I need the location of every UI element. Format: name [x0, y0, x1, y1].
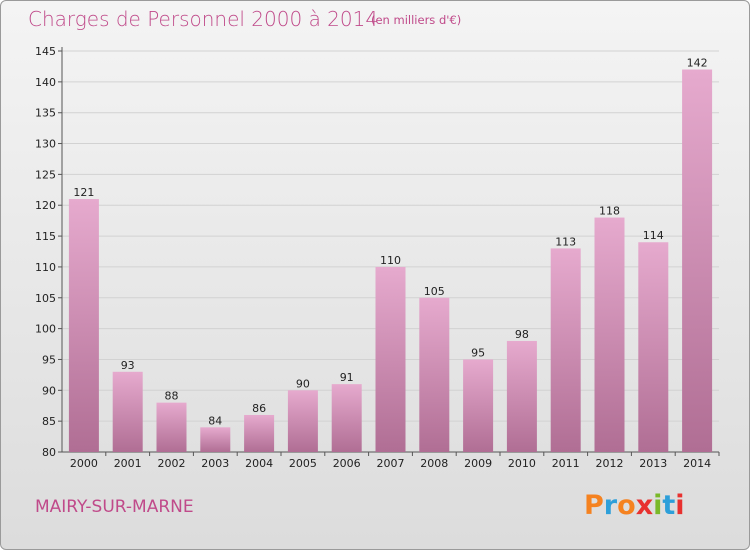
y-tick-label: 80: [42, 446, 56, 459]
y-tick-label: 120: [35, 199, 56, 212]
x-tick-label: 2014: [683, 457, 711, 470]
bar: [638, 242, 669, 452]
bar-value-label: 91: [340, 371, 354, 384]
y-tick-label: 100: [35, 323, 56, 336]
bar-value-label: 90: [296, 377, 310, 390]
bar-value-label: 86: [252, 402, 266, 415]
x-tick-label: 2012: [596, 457, 624, 470]
x-tick-label: 2008: [420, 457, 448, 470]
y-tick-label: 105: [35, 292, 56, 305]
x-tick-label: 2011: [552, 457, 580, 470]
x-tick-label: 2002: [158, 457, 186, 470]
y-tick-label: 140: [35, 76, 56, 89]
bar: [463, 359, 494, 452]
logo-letter: r: [603, 490, 618, 521]
bar-value-label: 98: [515, 328, 529, 341]
bar: [287, 390, 318, 452]
x-tick-label: 2005: [289, 457, 317, 470]
y-tick-label: 135: [35, 107, 56, 120]
bar-value-label: 95: [471, 346, 485, 359]
x-tick-label: 2000: [70, 457, 98, 470]
x-tick-label: 2003: [201, 457, 229, 470]
bar: [244, 414, 275, 452]
bar-value-label: 110: [380, 254, 401, 267]
bar: [156, 402, 187, 452]
x-tick-label: 2001: [114, 457, 142, 470]
logo-letter: i: [675, 490, 685, 521]
bar-value-label: 114: [643, 229, 664, 242]
bar: [506, 340, 537, 452]
bar: [68, 199, 99, 452]
y-tick-label: 85: [42, 415, 56, 428]
bar: [419, 297, 450, 452]
x-tick-label: 2007: [377, 457, 405, 470]
bar: [200, 427, 231, 452]
y-tick-label: 125: [35, 168, 56, 181]
bar-value-label: 105: [424, 285, 445, 298]
y-tick-label: 145: [35, 45, 56, 58]
bar: [550, 248, 581, 452]
logo-letter: o: [617, 490, 636, 521]
logo-letter: t: [662, 490, 676, 521]
y-tick-label: 90: [42, 384, 56, 397]
bar: [375, 266, 406, 452]
data-labels: 121 93 88 84 86 90 91 110 105 95 98 113 118 114 142: [73, 57, 707, 428]
bar: [682, 69, 713, 452]
proxiti-logo: Proxiti: [584, 490, 685, 521]
x-tick-label: 2013: [639, 457, 667, 470]
bars: [68, 69, 713, 452]
bar-value-label: 113: [555, 235, 576, 248]
x-tick-label: 2004: [245, 457, 273, 470]
bar: [112, 371, 143, 452]
y-tick-label: 95: [42, 353, 56, 366]
x-tick-label: 2010: [508, 457, 536, 470]
y-tick-label: 110: [35, 261, 56, 274]
x-tick-label: 2006: [333, 457, 361, 470]
x-tick-label: 2009: [464, 457, 492, 470]
bar-value-label: 93: [121, 359, 135, 372]
city-name: MAIRY-SUR-MARNE: [35, 497, 194, 517]
logo-letter: P: [584, 490, 604, 521]
logo-letter: i: [653, 490, 663, 521]
bar-value-label: 121: [73, 186, 94, 199]
bar-value-label: 84: [208, 414, 222, 427]
y-tick-label: 130: [35, 138, 56, 151]
bar: [594, 217, 625, 452]
logo-letter: x: [635, 490, 654, 521]
chart-subtitle: (en milliers d'€): [371, 13, 462, 27]
bar-value-label: 118: [599, 205, 620, 218]
bar-value-label: 142: [687, 57, 708, 70]
bar-value-label: 88: [165, 390, 179, 403]
bar: [331, 384, 362, 452]
y-tick-label: 115: [35, 230, 56, 243]
chart-title: Charges de Personnel 2000 à 2014: [28, 7, 379, 31]
